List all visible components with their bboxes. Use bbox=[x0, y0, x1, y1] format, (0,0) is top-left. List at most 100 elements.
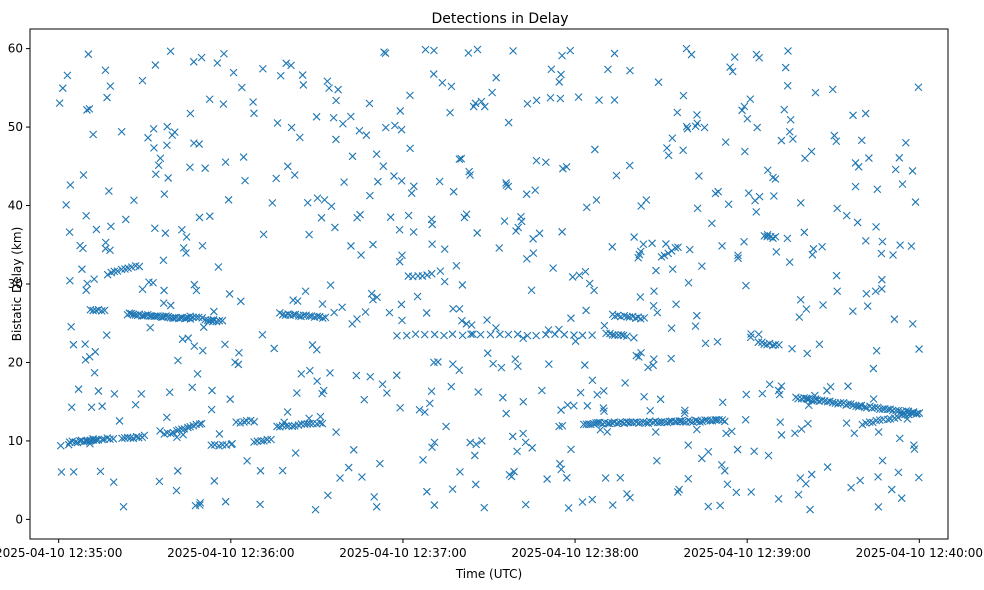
detection-point bbox=[257, 436, 266, 445]
detection-point bbox=[430, 330, 439, 339]
detection-point bbox=[483, 316, 491, 324]
detection-point bbox=[199, 323, 208, 332]
detection-point bbox=[758, 389, 767, 398]
detection-point bbox=[791, 429, 799, 438]
y-axis: 0 10 20 30 40 50 60 bbox=[8, 42, 30, 526]
detection-point bbox=[372, 150, 381, 159]
detection-point bbox=[186, 163, 194, 172]
detection-point bbox=[325, 84, 333, 93]
detection-point bbox=[268, 199, 277, 207]
detection-point bbox=[877, 249, 886, 258]
detection-point bbox=[869, 364, 878, 373]
detection-point bbox=[800, 228, 809, 237]
detection-point bbox=[646, 406, 655, 415]
detection-point bbox=[747, 330, 755, 338]
detection-point bbox=[243, 456, 252, 465]
detection-point bbox=[318, 314, 327, 323]
detection-point bbox=[103, 270, 112, 279]
detection-point bbox=[150, 143, 158, 152]
detection-point bbox=[352, 371, 361, 380]
detection-point bbox=[495, 244, 504, 252]
detection-point bbox=[415, 405, 424, 414]
detection-point bbox=[815, 340, 824, 349]
detection-point bbox=[332, 135, 340, 144]
detection-point bbox=[544, 360, 553, 369]
detection-point bbox=[715, 415, 723, 424]
detection-point bbox=[297, 369, 306, 378]
detection-point bbox=[234, 360, 243, 369]
detection-point bbox=[874, 503, 883, 511]
detection-point bbox=[862, 289, 871, 298]
detection-point bbox=[804, 419, 812, 428]
detection-point bbox=[604, 65, 612, 74]
detection-point bbox=[430, 46, 438, 55]
detection-point bbox=[684, 278, 693, 287]
detection-point bbox=[763, 232, 772, 241]
detection-point bbox=[600, 407, 608, 415]
detection-point bbox=[312, 112, 321, 121]
detection-point bbox=[592, 196, 601, 204]
detection-point bbox=[446, 108, 454, 117]
detection-point bbox=[513, 330, 522, 339]
detection-point bbox=[601, 474, 610, 482]
detection-point bbox=[496, 330, 504, 339]
detection-point bbox=[634, 253, 643, 262]
x-tick-label: 2025-04-10 12:39:00 bbox=[683, 546, 810, 560]
detection-point bbox=[427, 215, 436, 224]
detection-point bbox=[85, 352, 94, 361]
detection-point bbox=[585, 279, 594, 288]
detection-point bbox=[143, 310, 152, 319]
y-tick-label: 0 bbox=[15, 512, 23, 526]
detection-point bbox=[802, 305, 811, 314]
detection-point bbox=[682, 122, 691, 131]
detection-point bbox=[473, 229, 482, 237]
detection-point bbox=[292, 389, 301, 397]
detection-point bbox=[754, 330, 763, 339]
detection-point bbox=[390, 172, 398, 180]
detection-point bbox=[586, 420, 595, 429]
detection-point bbox=[367, 289, 376, 298]
detection-point bbox=[777, 382, 786, 391]
detection-point bbox=[326, 281, 335, 289]
detection-point bbox=[872, 346, 881, 355]
detection-point bbox=[557, 406, 565, 414]
detection-point bbox=[208, 386, 216, 395]
detection-point bbox=[282, 59, 291, 68]
detection-point bbox=[600, 321, 609, 330]
detection-point bbox=[297, 312, 305, 321]
detection-point bbox=[908, 167, 917, 175]
detection-point bbox=[349, 445, 358, 454]
detection-point bbox=[768, 341, 777, 350]
detection-point bbox=[691, 122, 700, 131]
detection-point bbox=[712, 416, 721, 424]
detection-point bbox=[477, 436, 486, 445]
detection-point bbox=[616, 473, 625, 482]
detection-point bbox=[195, 420, 204, 429]
detection-point bbox=[182, 233, 191, 241]
detection-point bbox=[889, 251, 897, 259]
detection-point bbox=[674, 243, 682, 252]
detection-point bbox=[891, 165, 900, 174]
detection-point bbox=[190, 280, 199, 289]
detection-point bbox=[777, 431, 786, 439]
detection-point bbox=[610, 331, 619, 339]
detection-point bbox=[873, 185, 882, 194]
detection-point bbox=[743, 114, 752, 123]
detection-point bbox=[62, 201, 71, 209]
detection-point bbox=[613, 419, 621, 428]
detection-point bbox=[740, 102, 749, 111]
detection-point bbox=[372, 502, 381, 511]
detection-point bbox=[472, 440, 481, 449]
detection-point bbox=[316, 412, 325, 421]
detection-point bbox=[348, 319, 357, 328]
detection-point bbox=[303, 198, 312, 207]
detection-point bbox=[777, 136, 786, 145]
detection-point bbox=[103, 93, 111, 102]
detection-point bbox=[373, 293, 381, 302]
detection-point bbox=[764, 451, 773, 460]
detection-point bbox=[911, 198, 920, 206]
detection-point bbox=[458, 331, 467, 340]
detection-point bbox=[683, 124, 692, 133]
y-tick-label: 50 bbox=[8, 120, 23, 134]
detection-point bbox=[119, 502, 128, 511]
